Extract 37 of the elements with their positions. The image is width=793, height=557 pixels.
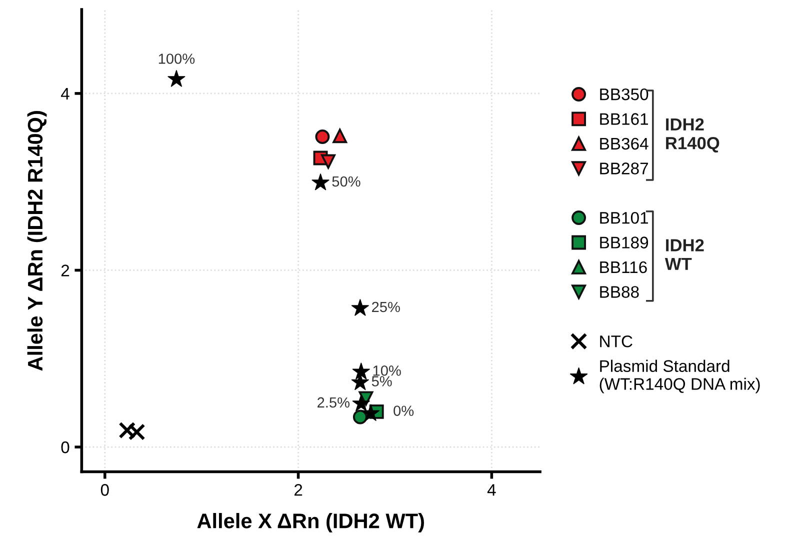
- x-tick-label: 0: [100, 484, 109, 496]
- text: IDH2 R140Q: [666, 118, 720, 153]
- point: [312, 173, 330, 190]
- point: [332, 128, 348, 144]
- point: [352, 394, 370, 412]
- point: [315, 130, 330, 144]
- legend-label: BB116: [600, 261, 647, 274]
- legend-label: BB101: [600, 212, 648, 224]
- legend-label: BB364: [600, 138, 648, 150]
- point: [352, 410, 368, 424]
- annotation: 0%: [394, 406, 414, 416]
- point: [352, 362, 370, 380]
- legend-label: BB88: [600, 286, 639, 298]
- y-tick-label: 4: [60, 88, 70, 100]
- point: [351, 298, 370, 316]
- annotation: 10%: [373, 365, 401, 376]
- point: [362, 404, 380, 422]
- annotation: 50%: [332, 176, 360, 187]
- y-axis-title: Allele Y ΔRn (IDH2 R140Q): [27, 111, 47, 371]
- legend-label: BB189: [600, 236, 648, 248]
- annotation: 25%: [372, 302, 400, 312]
- annotation: 2.5%: [318, 397, 350, 408]
- point: [321, 154, 336, 169]
- x-tick-label: 4: [487, 484, 496, 496]
- x-tick-label: 2: [294, 484, 302, 496]
- legend-label: NTC: [600, 335, 632, 348]
- legend-label: BB287: [600, 162, 648, 174]
- y-tick-label: 0: [61, 441, 70, 454]
- x-axis-title: Allele X ΔRn (IDH2 WT): [197, 513, 424, 532]
- y-tick-label: 2: [61, 264, 70, 276]
- legend-label: Plasmid Standard (WT:R140Q DNA mix): [600, 360, 760, 394]
- legend-label: BB161: [600, 113, 648, 125]
- point: [168, 70, 186, 87]
- annotation: 5%: [372, 376, 392, 386]
- annotation: 100%: [158, 54, 195, 64]
- legend-label: BB350: [600, 88, 648, 100]
- text: IDH2 WT: [664, 239, 704, 270]
